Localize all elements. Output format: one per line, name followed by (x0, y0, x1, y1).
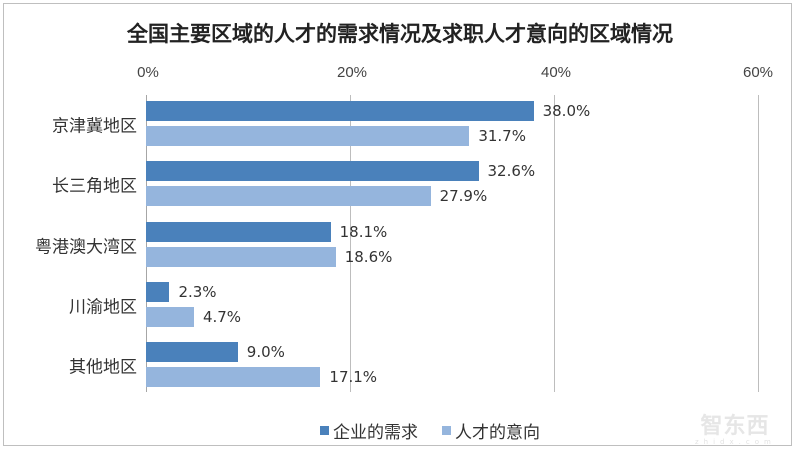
bar (146, 221, 331, 242)
watermark-url: zhidx.com (695, 438, 776, 446)
watermark-logo-icon: 智东西 (700, 414, 770, 439)
legend-swatch-icon (320, 426, 329, 435)
category-label: 粤港澳大湾区 (35, 237, 137, 258)
gridline-40 (554, 95, 555, 392)
data-label: 31.7% (478, 127, 526, 145)
x-tick-label: 20% (336, 64, 368, 81)
data-label: 17.1% (329, 368, 378, 387)
y-axis-line (146, 95, 147, 392)
bar (146, 101, 534, 121)
legend-label: 企业的需求 (333, 423, 418, 443)
data-label: 27.9% (439, 187, 488, 206)
gridline-60 (758, 95, 759, 392)
legend-item-demand[interactable]: 企业的需求 (320, 418, 418, 443)
bar (146, 186, 431, 207)
bar (146, 281, 170, 302)
data-label: 4.7% (202, 307, 242, 326)
bar (146, 367, 321, 388)
bar (146, 306, 194, 327)
category-label: 其他地区 (69, 357, 137, 378)
bar (146, 246, 336, 267)
data-label: 18.6% (344, 247, 393, 266)
x-tick-label: 60% (742, 64, 774, 81)
x-tick-label: 0% (137, 64, 159, 81)
legend-label: 人才的意向 (455, 423, 540, 443)
data-label: 38.0% (542, 102, 591, 120)
data-label: 9.0% (246, 343, 285, 362)
category-label: 京津冀地区 (52, 116, 137, 137)
data-label: 32.6% (487, 162, 536, 181)
gridline-20 (350, 95, 351, 392)
x-tick-label: 40% (540, 64, 572, 81)
category-label: 长三角地区 (52, 176, 137, 197)
chart-title: 全国主要区域的人才的需求情况及求职人才意向的区域情况 (127, 22, 673, 46)
data-label: 18.1% (339, 222, 388, 241)
bar (146, 342, 238, 363)
legend-item-intention[interactable]: 人才的意向 (442, 418, 540, 443)
bar (146, 161, 479, 182)
legend-swatch-icon (442, 426, 451, 435)
category-label: 川渝地区 (69, 297, 137, 318)
chart-frame (3, 3, 792, 446)
bar (146, 126, 470, 146)
data-label: 2.3% (178, 282, 217, 301)
legend: 企业的需求 人才的意向 (0, 418, 800, 443)
